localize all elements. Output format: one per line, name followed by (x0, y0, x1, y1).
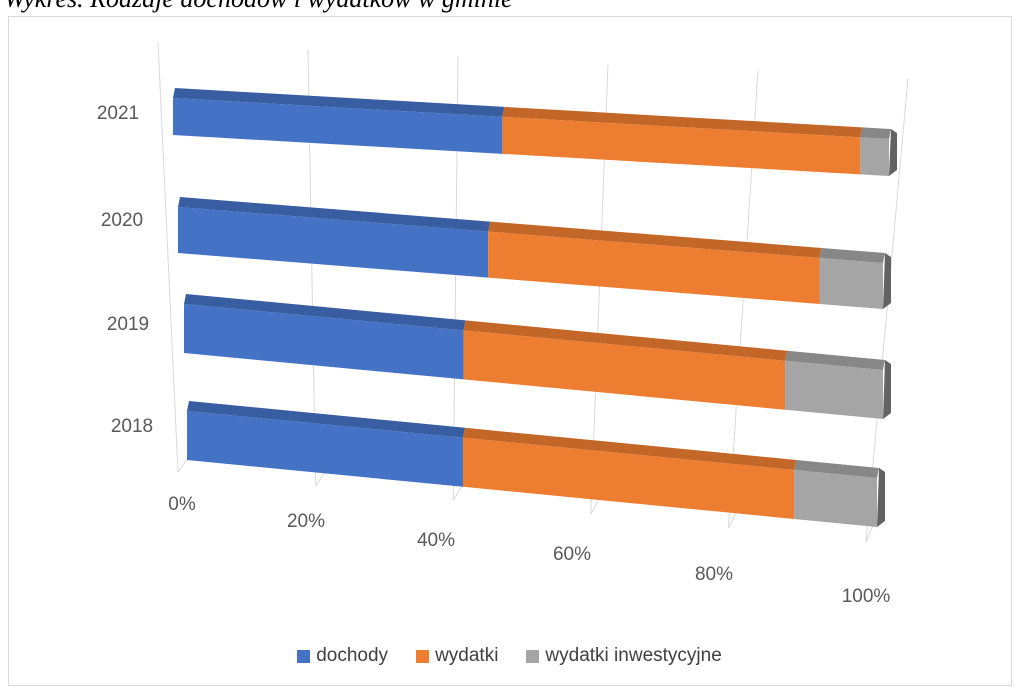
legend-item-wydatki: wydatki (416, 645, 498, 667)
bar-2018-wydatki-inwestycyjne (794, 459, 885, 527)
gridline-100pct (865, 77, 909, 543)
bar-end-face (883, 253, 891, 309)
bar-front-face (463, 330, 786, 410)
bar-2019-wydatki-inwestycyjne (785, 350, 891, 419)
legend-swatch (526, 649, 540, 663)
bar-top-face (463, 320, 788, 361)
category-label-2020: 2020 (101, 210, 143, 231)
bar-front-face (173, 98, 503, 154)
tick-label-100pct: 100% (842, 586, 891, 607)
bar-top-face (187, 401, 465, 438)
bar-top-face (184, 294, 466, 331)
bar-top-face (178, 197, 491, 232)
bar-front-face (819, 257, 883, 309)
bar-front-face (794, 469, 877, 527)
bar-top-face (819, 247, 885, 263)
legend-label: wydatki (435, 645, 499, 666)
legend-item-dochody: dochody (297, 645, 388, 667)
bar-front-face (502, 116, 861, 175)
chart-frame (8, 16, 1012, 686)
bar-front-face (488, 231, 820, 304)
tick-label-0pct: 0% (168, 494, 196, 515)
legend-swatch (416, 649, 430, 663)
bar-top-face (860, 127, 891, 139)
bar-2018-dochody (187, 401, 465, 487)
bar-top-face (502, 106, 863, 138)
bar-front-face (785, 360, 883, 419)
category-label-2018: 2018 (111, 416, 153, 437)
bars-layer (173, 88, 897, 527)
bar-2019-dochody (184, 294, 466, 380)
bar-2021-wydatki-inwestycyjne (860, 127, 897, 176)
bar-front-face (860, 137, 889, 176)
legend-label: wydatki inwestycyjne (545, 645, 722, 666)
category-label-2021: 2021 (97, 103, 139, 124)
bar-top-face (785, 350, 885, 370)
title-strip: Wykres. Rodzaje dochodów i wydatków w gm… (0, 0, 1019, 16)
bar-2020-wydatki (488, 221, 822, 304)
bar-2018-wydatki (463, 427, 797, 519)
bar-front-face (463, 437, 795, 519)
bar-end-face (883, 360, 891, 419)
tick-label-80pct: 80% (695, 564, 733, 585)
bar-top-face (794, 459, 879, 478)
bar-end-face (889, 129, 897, 176)
tick-labels: 0% 20% 40% 60% 80% 100% (168, 494, 890, 607)
tick-label-60pct: 60% (553, 544, 591, 565)
bar-2019-wydatki (463, 320, 788, 410)
bar-2021-dochody (173, 88, 505, 154)
bar-top-face (463, 427, 797, 470)
category-label-2019: 2019 (107, 314, 149, 335)
legend-swatch (297, 649, 311, 663)
legend-item-wydatki-inwestycyjne: wydatki inwestycyjne (526, 645, 722, 667)
bar-front-face (184, 304, 464, 380)
bar-top-face (173, 88, 505, 117)
bar-2021-wydatki (502, 106, 863, 175)
bar-front-face (187, 411, 463, 487)
category-labels: 2018 2019 2020 2021 (97, 103, 153, 437)
legend-label: dochody (316, 645, 389, 666)
bar-top-face (488, 221, 822, 258)
bar-front-face (178, 207, 489, 278)
gridline-0pct (157, 41, 179, 473)
bar-2020-dochody (178, 197, 491, 278)
bar-2020-wydatki-inwestycyjne (819, 247, 891, 309)
chart-caption: Wykres. Rodzaje dochodów i wydatków w gm… (4, 0, 513, 14)
legend: dochody wydatki wydatki inwestycyjne (0, 645, 1019, 669)
tick-label-20pct: 20% (287, 511, 325, 532)
tick-label-40pct: 40% (417, 530, 455, 551)
bar-end-face (877, 468, 885, 527)
